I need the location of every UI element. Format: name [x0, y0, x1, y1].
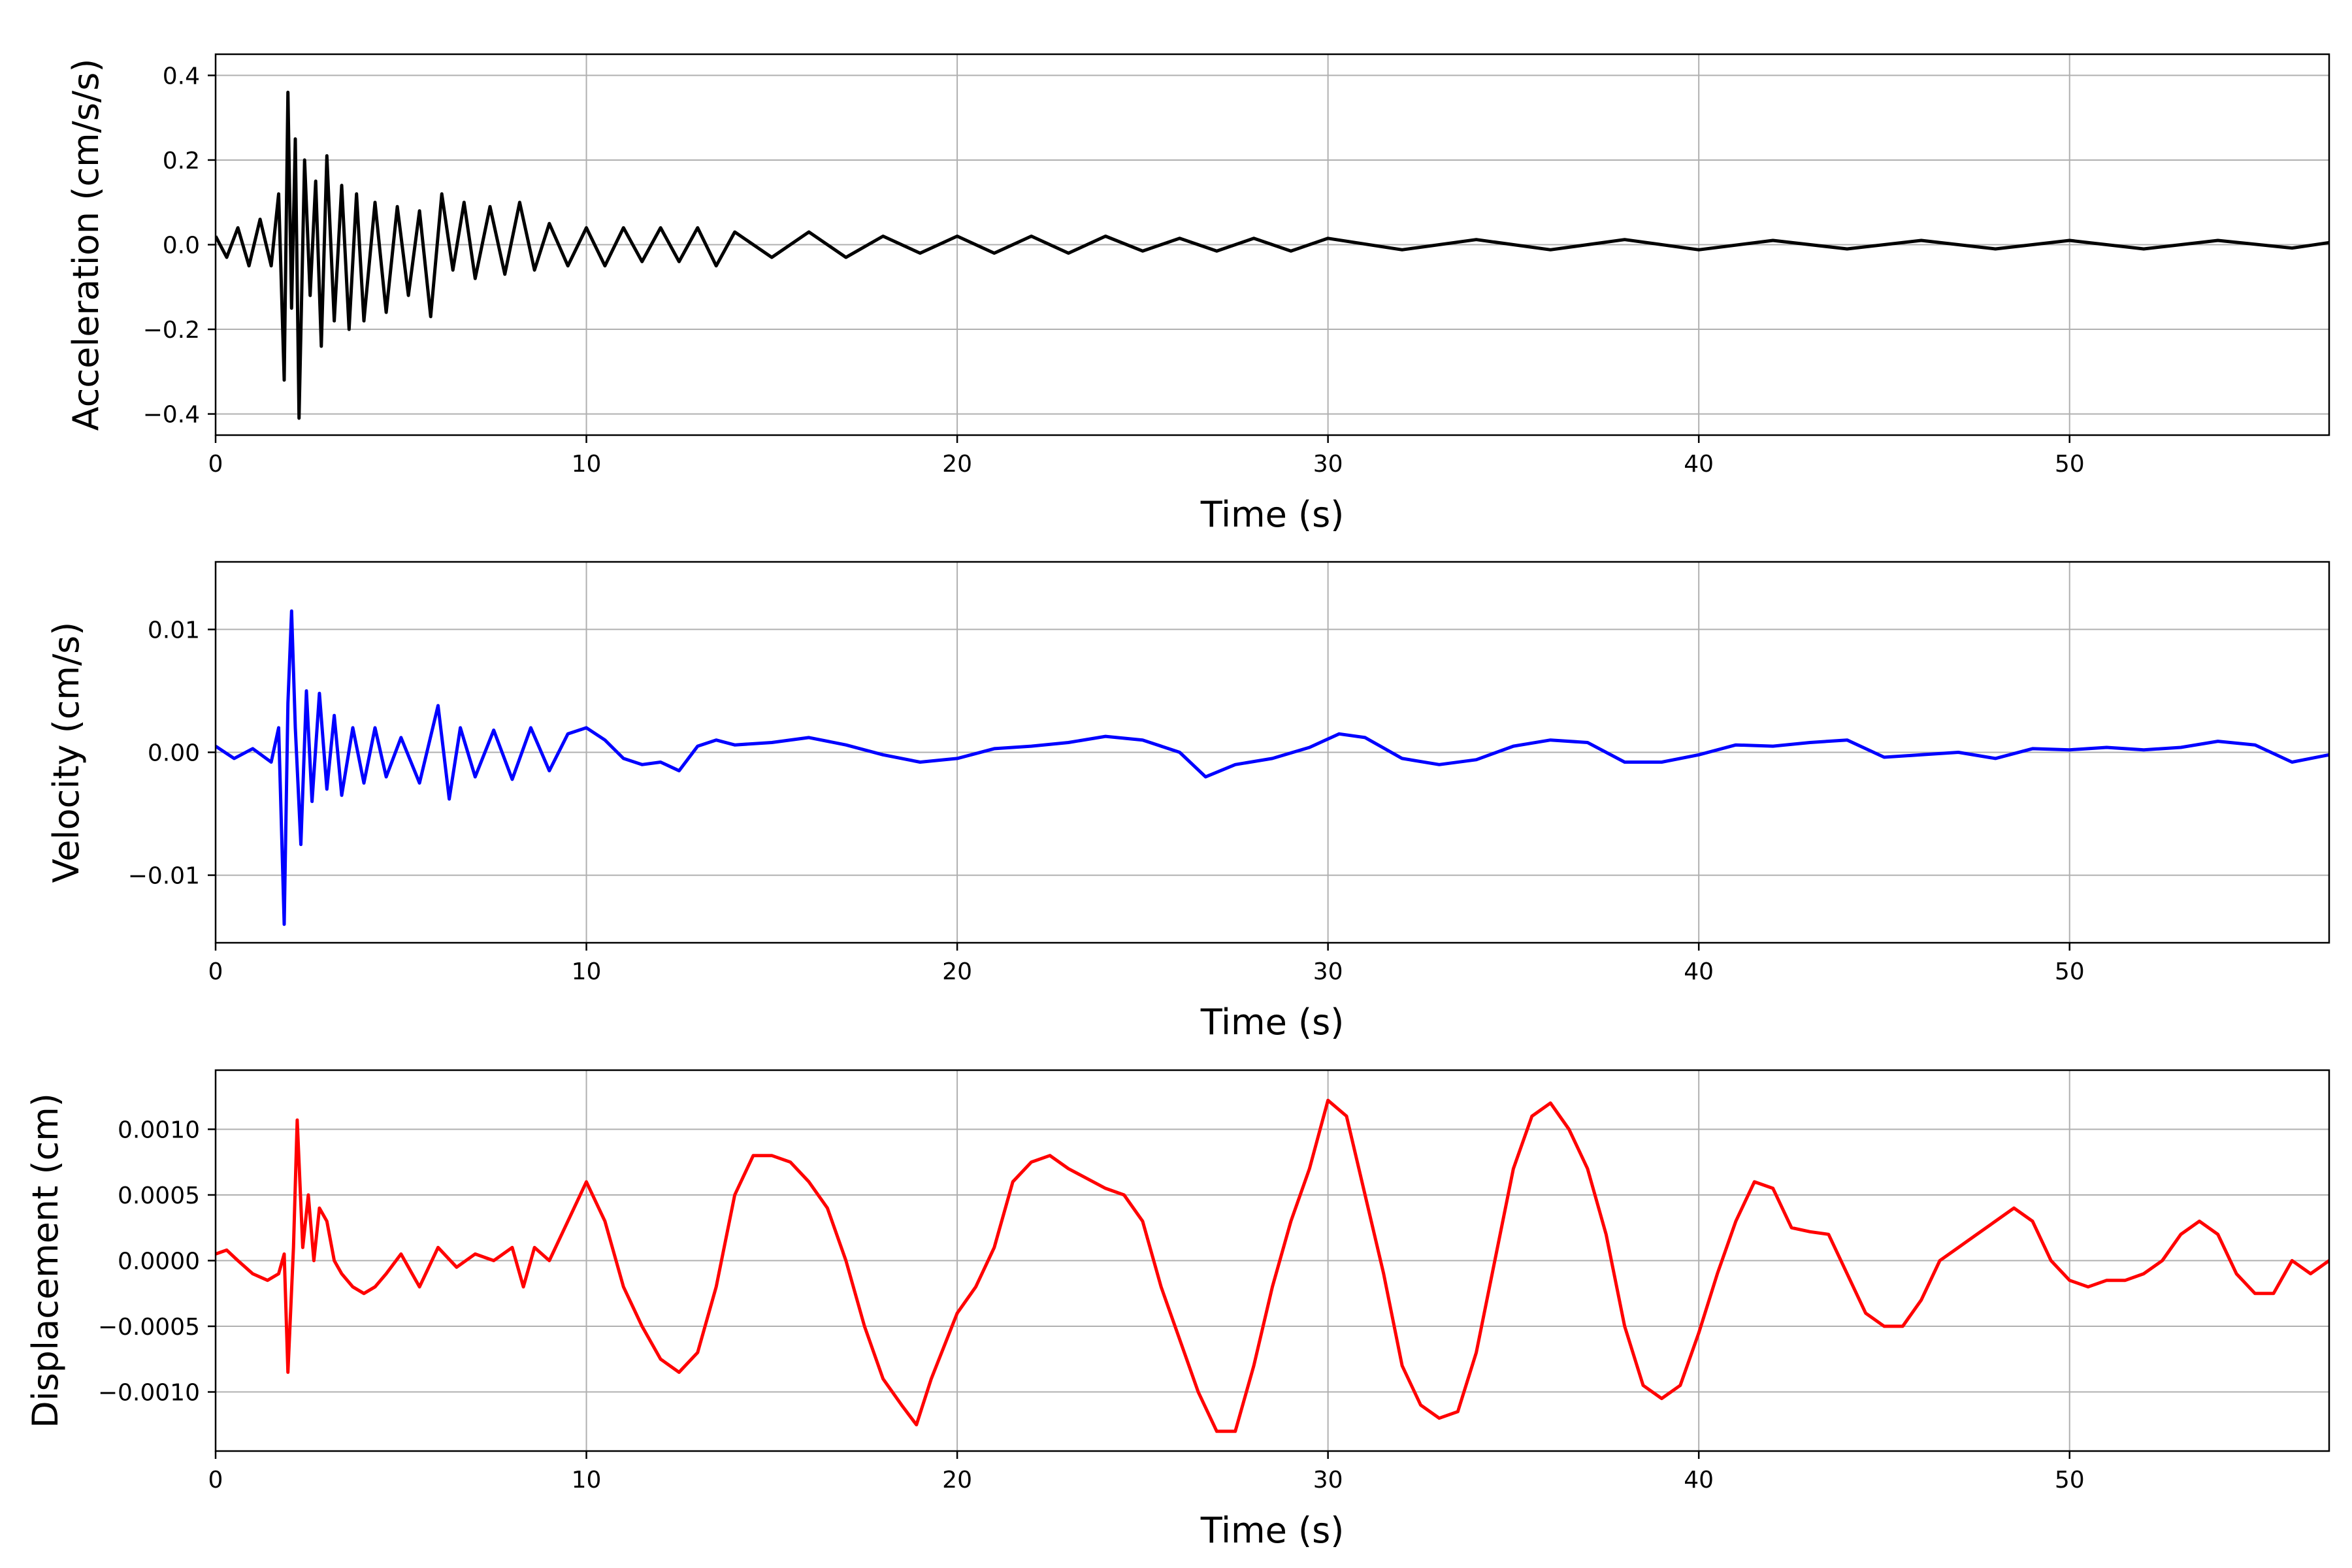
- displacement-series-line: [216, 1098, 2329, 1433]
- velocity-panel: 0 10 20 30 40 50 −0.01 0.00 0.01 Time (s) Velocity…: [46, 561, 2330, 1043]
- displacement-x-axis-label: Time (s): [1200, 1510, 1345, 1551]
- velocity-x-tick-label: 0: [208, 958, 223, 985]
- acceleration-y-tick-label: −0.4: [143, 402, 200, 429]
- velocity-x-tick-label: 50: [2055, 958, 2085, 985]
- velocity-y-tick-label: 0.00: [148, 740, 200, 767]
- displacement-y-tick-label: −0.0010: [98, 1380, 200, 1407]
- acceleration-y-tick-label: 0.4: [163, 63, 200, 90]
- displacement-y-tick-label: 0.0010: [118, 1117, 200, 1143]
- acceleration-y-tick-label: −0.2: [143, 317, 200, 344]
- displacement-x-tick-label: 30: [1313, 1467, 1343, 1494]
- velocity-series-line: [216, 609, 2329, 926]
- velocity-x-tick-label: 40: [1684, 958, 1714, 985]
- displacement-x-tick-label: 20: [942, 1467, 972, 1494]
- displacement-y-tick-label: −0.0005: [98, 1314, 200, 1341]
- velocity-y-tick-label: 0.01: [148, 617, 200, 644]
- velocity-x-tick-label: 20: [942, 958, 972, 985]
- acceleration-y-axis-label: Acceleration (cm/s/s): [65, 59, 106, 431]
- displacement-y-tick-label: 0.0000: [118, 1249, 200, 1275]
- velocity-x-tick-label: 30: [1313, 958, 1343, 985]
- displacement-x-tick-label: 10: [572, 1467, 602, 1494]
- velocity-x-tick-label: 10: [572, 958, 602, 985]
- velocity-y-tick-label: −0.01: [128, 863, 200, 890]
- displacement-y-tick-label: 0.0005: [118, 1183, 200, 1209]
- acceleration-y-tick-label: 0.0: [163, 233, 200, 259]
- acceleration-x-tick-label: 0: [208, 451, 223, 478]
- displacement-x-tick-label: 40: [1684, 1467, 1714, 1494]
- velocity-x-axis-label: Time (s): [1200, 1002, 1345, 1043]
- displacement-x-tick-label: 50: [2055, 1467, 2085, 1494]
- displacement-y-axis-label: Displacement (cm): [25, 1093, 66, 1428]
- displacement-panel: 0 10 20 30 40 50 −0.0010 −0.0005 0.0000 0.0005 0.0…: [25, 1069, 2330, 1551]
- acceleration-x-tick-label: 40: [1684, 451, 1714, 478]
- displacement-x-tick-label: 0: [208, 1467, 223, 1494]
- panels: 0 10 20 30 40 50 −0.4 −0.2 0.0 0.2 0.4 Time (s) Acce…: [25, 53, 2330, 1551]
- acceleration-x-tick-label: 10: [572, 451, 602, 478]
- acceleration-x-tick-label: 20: [942, 451, 972, 478]
- acceleration-y-tick-label: 0.2: [163, 148, 200, 174]
- acceleration-panel: 0 10 20 30 40 50 −0.4 −0.2 0.0 0.2 0.4 Time (s) Acce…: [65, 53, 2330, 535]
- velocity-y-axis-label: Velocity (cm/s): [46, 622, 87, 883]
- acceleration-x-axis-label: Time (s): [1200, 494, 1345, 535]
- acceleration-series-line: [216, 90, 2329, 420]
- acceleration-x-tick-label: 50: [2055, 451, 2085, 478]
- acceleration-x-tick-label: 30: [1313, 451, 1343, 478]
